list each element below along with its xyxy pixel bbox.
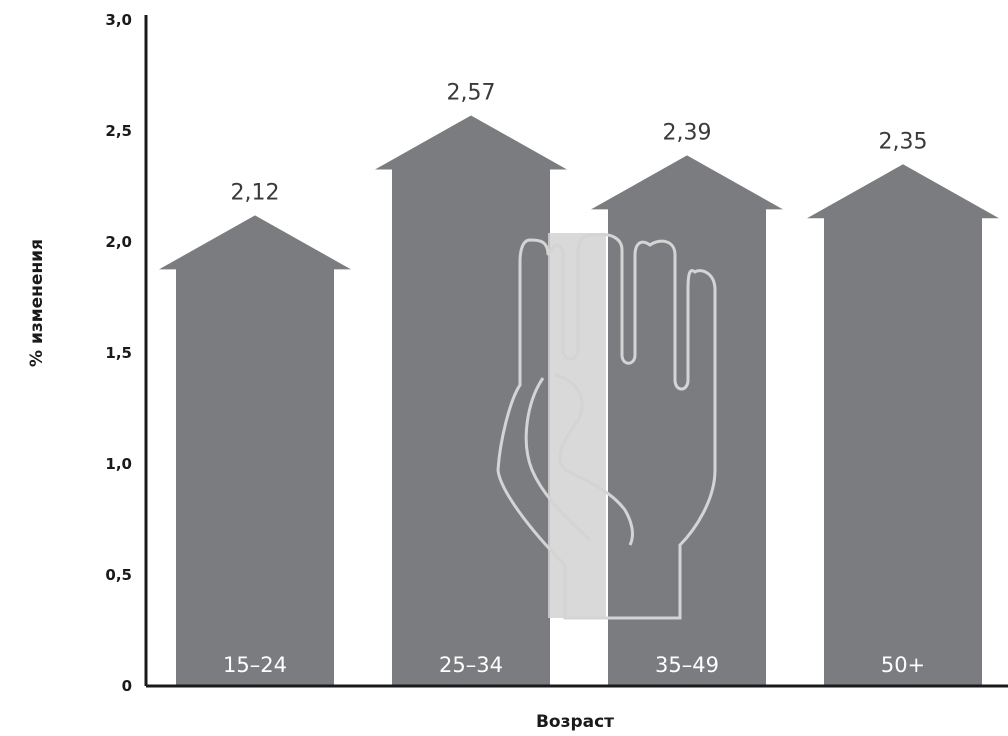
y-tick-label: 0,5: [105, 566, 132, 584]
axes-group: [144, 15, 1008, 688]
value-labels: 15–24 2,12 25–34 2,57 35–49 2,39 50+ 2,35: [223, 80, 927, 677]
bar-50+: [807, 164, 999, 687]
y-tick-label: 1,0: [105, 455, 132, 473]
category-label: 25–34: [439, 653, 503, 677]
y-tick-label: 0: [122, 677, 132, 695]
bar-25–34: [375, 115, 567, 686]
data-label: 2,35: [879, 129, 928, 154]
bar-15–24: [159, 215, 351, 687]
y-tick-label: 1,5: [105, 344, 132, 362]
category-label: 35–49: [655, 653, 719, 677]
data-label: 2,39: [663, 120, 712, 145]
data-label: 2,57: [447, 80, 496, 105]
y-tick-label: 2,0: [105, 233, 132, 251]
x-axis-label: Возраст: [536, 712, 614, 732]
y-tick-label: 2,5: [105, 122, 132, 140]
data-label: 2,12: [231, 180, 280, 205]
y-axis-label: % изменения: [27, 239, 47, 367]
category-label: 50+: [881, 653, 925, 677]
bar-35–49: [591, 155, 783, 687]
category-label: 15–24: [223, 653, 287, 677]
y-tick-label: 3,0: [105, 11, 132, 29]
y-tick-labels: 0 0,5 1,0 1,5 2,0 2,5 3,0: [105, 11, 132, 695]
raised-hand-icon: [496, 233, 717, 620]
